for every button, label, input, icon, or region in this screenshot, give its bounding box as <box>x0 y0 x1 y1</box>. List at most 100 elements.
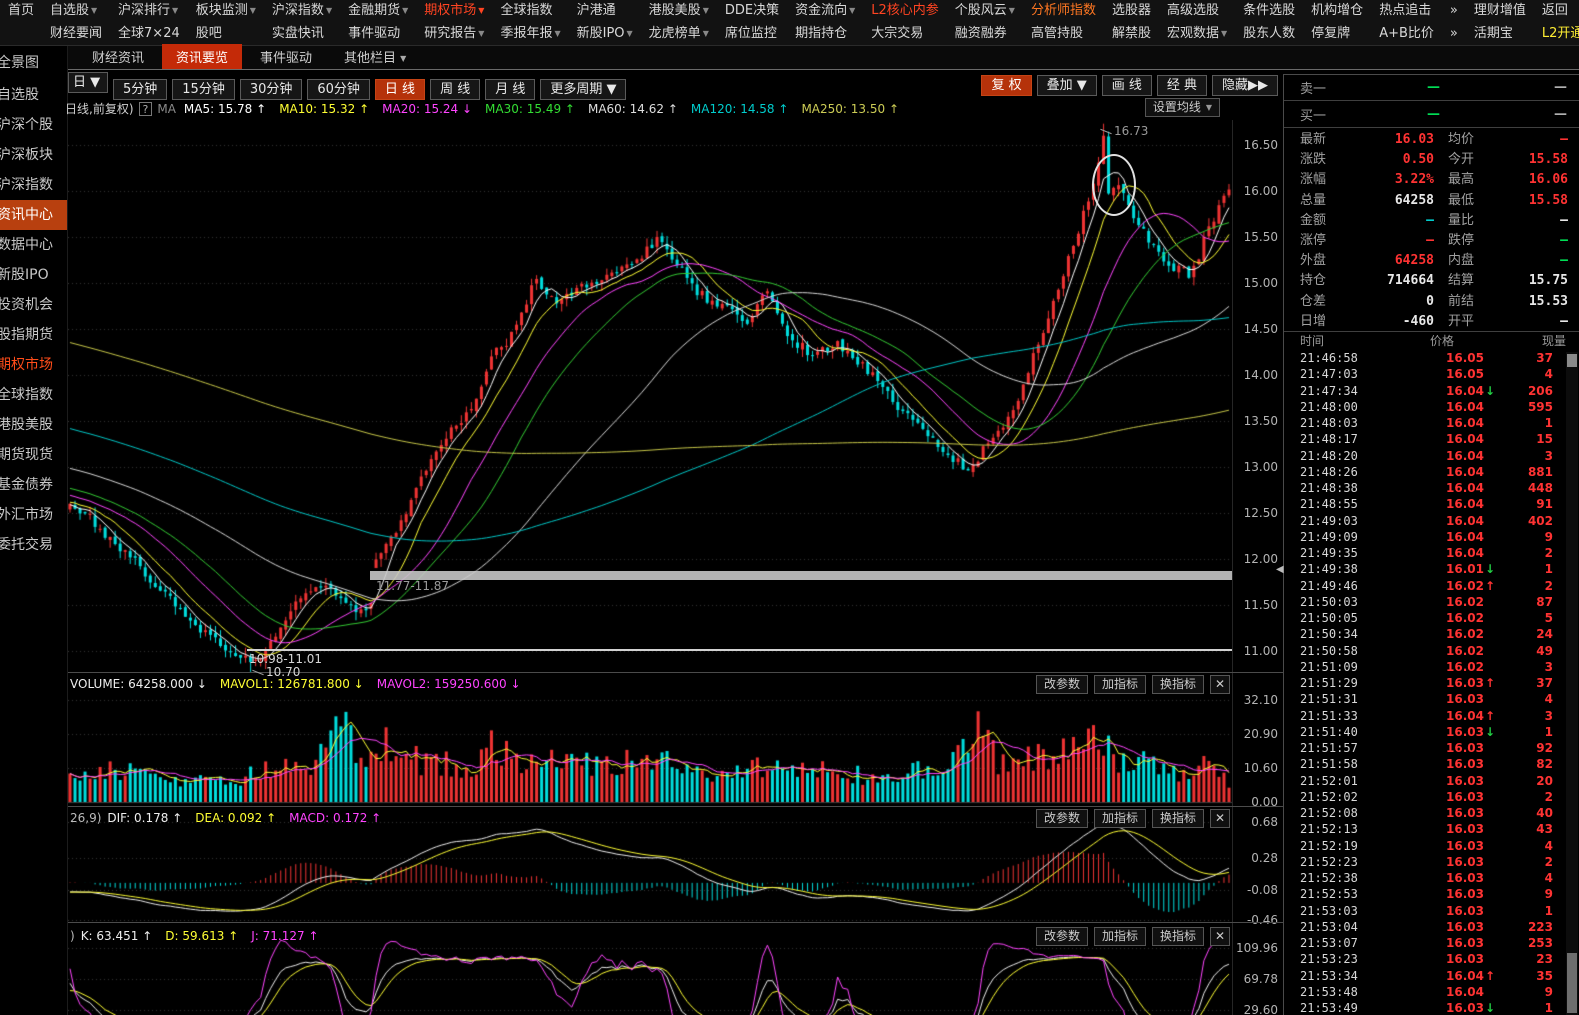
menu-item-1-top[interactable]: 自选股 ▼ <box>50 3 98 19</box>
sidebar-item-13[interactable]: 期货现货 <box>0 447 53 463</box>
menu-item-11-bottom[interactable]: 期指持仓 <box>795 25 848 41</box>
tick-row-39[interactable]: 21:53:48 16.04 9 <box>1284 984 1579 1000</box>
menu-item-20-bottom[interactable]: » <box>1449 25 1458 41</box>
menu-item-19-bottom[interactable]: A+B比价 <box>1379 25 1434 41</box>
chart-tool-button-3[interactable]: 经 典 <box>1156 75 1207 96</box>
sidebar-item-15[interactable]: 外汇市场 <box>0 507 53 523</box>
tick-scrollbar[interactable] <box>1566 352 1578 1015</box>
tick-row-33[interactable]: 21:52:53 16.03 9 <box>1284 886 1579 902</box>
menu-item-13-top[interactable]: 个股风云 ▼ <box>954 3 1015 19</box>
menu-item-16-top[interactable]: 高级选股 <box>1166 3 1219 19</box>
tick-row-10[interactable]: 21:49:03 16.04 402 <box>1284 513 1579 529</box>
tick-row-5[interactable]: 21:48:17 16.04 15 <box>1284 431 1579 447</box>
kline-chart-canvas[interactable] <box>68 120 1232 1015</box>
tick-row-8[interactable]: 21:48:38 16.04 448 <box>1284 480 1579 496</box>
menu-item-21-top[interactable]: 理财增值 <box>1473 3 1526 19</box>
menu-item-3-bottom[interactable]: 股吧 <box>195 25 222 41</box>
tick-row-12[interactable]: 21:49:35 16.04 2 <box>1284 545 1579 561</box>
tick-row-30[interactable]: 21:52:19 16.03 4 <box>1284 838 1579 854</box>
chart-tool-button-4[interactable]: 隐藏▶▶ <box>1212 75 1278 96</box>
menu-item-2-top[interactable]: 沪深排行 ▼ <box>118 3 179 19</box>
menu-item-0-top[interactable]: 首页 <box>8 3 35 19</box>
menu-item-6-bottom[interactable]: 研究报告 ▼ <box>424 25 485 41</box>
period-button-6[interactable]: 周 线 <box>430 78 481 100</box>
menu-item-5-bottom[interactable]: 事件驱动 <box>348 25 401 41</box>
menu-item-1-bottom[interactable]: 财经要闻 <box>50 25 103 41</box>
tick-row-6[interactable]: 21:48:20 16.04 3 <box>1284 448 1579 464</box>
menu-item-4-bottom[interactable]: 实盘快讯 <box>271 25 324 41</box>
sidebar-item-4[interactable]: 沪深指数 <box>0 177 53 193</box>
sidebar-item-3[interactable]: 沪深板块 <box>0 147 53 163</box>
menu-item-13-bottom[interactable]: 融资融券 <box>954 25 1007 41</box>
period-button-1[interactable]: 5分钟 <box>113 78 168 100</box>
menu-item-22-top[interactable]: 返回 <box>1541 3 1568 19</box>
tick-row-40[interactable]: 21:53:49 16.03 ↓ 1 <box>1284 1000 1579 1015</box>
period-button-8[interactable]: 更多周期 ▼ <box>540 78 627 100</box>
tick-row-3[interactable]: 21:48:00 16.04 595 <box>1284 399 1579 415</box>
menu-item-12-top[interactable]: L2核心内参 <box>871 3 939 19</box>
menu-item-12-bottom[interactable]: 大宗交易 <box>871 25 924 41</box>
tick-row-28[interactable]: 21:52:08 16.03 40 <box>1284 805 1579 821</box>
tick-row-36[interactable]: 21:53:07 16.03 253 <box>1284 935 1579 951</box>
menu-item-9-bottom[interactable]: 龙虎榜单 ▼ <box>648 25 709 41</box>
vol-head-button-2[interactable]: 换指标 <box>1151 674 1204 694</box>
sidebar-item-7[interactable]: 新股IPO <box>0 267 49 283</box>
menu-item-14-top[interactable]: 分析师指数 <box>1030 3 1096 19</box>
menu-item-11-top[interactable]: 资金流向 ▼ <box>795 3 856 19</box>
menu-item-18-top[interactable]: 机构增仓 <box>1311 3 1364 19</box>
kdj-head-button-0[interactable]: 改参数 <box>1035 926 1088 946</box>
sidebar-item-0[interactable]: 全景图 <box>0 55 39 71</box>
period-button-4[interactable]: 60分钟 <box>307 78 370 100</box>
menu-item-2-bottom[interactable]: 全球7×24 <box>118 25 180 41</box>
menu-item-15-bottom[interactable]: 解禁股 <box>1111 25 1151 41</box>
kdj-head-button-1[interactable]: 加指标 <box>1093 926 1146 946</box>
tick-row-11[interactable]: 21:49:09 16.04 9 <box>1284 529 1579 545</box>
sidebar-item-10[interactable]: 期权市场 <box>0 357 53 373</box>
menu-item-4-top[interactable]: 沪深指数 ▼ <box>271 3 333 19</box>
tab-3[interactable]: 其他栏目 ▼ <box>344 51 407 66</box>
chart-tool-button-0[interactable]: 复 权 <box>981 75 1032 96</box>
macd-head-close-button[interactable]: ✕ <box>1210 808 1230 828</box>
tick-row-13[interactable]: 21:49:38 16.01 ↓ 1 <box>1284 561 1579 577</box>
sidebar-item-8[interactable]: 投资机会 <box>0 297 53 313</box>
period-button-3[interactable]: 30分钟 <box>239 78 303 100</box>
menu-item-14-bottom[interactable]: 高管持股 <box>1030 25 1083 41</box>
tick-row-38[interactable]: 21:53:34 16.04 ↑ 35 <box>1284 968 1579 984</box>
tick-row-17[interactable]: 21:50:34 16.02 24 <box>1284 626 1579 642</box>
menu-item-8-top[interactable]: 沪港通 <box>576 3 616 19</box>
menu-item-10-top[interactable]: DDE决策 <box>724 3 780 19</box>
chart-tool-button-1[interactable]: 叠加 ▼ <box>1036 75 1097 96</box>
tick-row-29[interactable]: 21:52:13 16.03 43 <box>1284 821 1579 837</box>
menu-item-6-top[interactable]: 期权市场 ▼ <box>424 3 485 19</box>
tick-row-16[interactable]: 21:50:05 16.02 5 <box>1284 610 1579 626</box>
menu-item-7-top[interactable]: 全球指数 <box>500 3 553 19</box>
tick-row-14[interactable]: 21:49:46 16.02 ↑ 2 <box>1284 578 1579 594</box>
menu-item-7-bottom[interactable]: 季报年报 ▼ <box>500 25 561 41</box>
tick-row-25[interactable]: 21:51:58 16.03 82 <box>1284 756 1579 772</box>
tick-row-2[interactable]: 21:47:34 16.04 ↓ 206 <box>1284 383 1579 399</box>
menu-item-21-bottom[interactable]: 活期宝 <box>1473 25 1513 41</box>
tick-row-27[interactable]: 21:52:02 16.03 2 <box>1284 789 1579 805</box>
menu-item-20-top[interactable]: » <box>1449 3 1458 19</box>
menu-item-10-bottom[interactable]: 席位监控 <box>724 25 777 41</box>
period-button-0[interactable]: 日 ▼ <box>68 71 108 93</box>
tick-row-0[interactable]: 21:46:58 16.05 37 <box>1284 350 1579 366</box>
vol-head-button-1[interactable]: 加指标 <box>1093 674 1146 694</box>
tick-row-18[interactable]: 21:50:58 16.02 49 <box>1284 643 1579 659</box>
tick-row-22[interactable]: 21:51:33 16.04 ↑ 3 <box>1284 708 1579 724</box>
tick-row-31[interactable]: 21:52:23 16.03 2 <box>1284 854 1579 870</box>
tick-row-24[interactable]: 21:51:57 16.03 92 <box>1284 740 1579 756</box>
sidebar-item-1[interactable]: 自选股 <box>0 87 39 103</box>
tick-row-4[interactable]: 21:48:03 16.04 1 <box>1284 415 1579 431</box>
ma-settings-button[interactable]: 设置均线 ▼ <box>1144 98 1220 117</box>
tick-row-19[interactable]: 21:51:09 16.02 3 <box>1284 659 1579 675</box>
macd-head-button-1[interactable]: 加指标 <box>1093 808 1146 828</box>
tick-row-7[interactable]: 21:48:26 16.04 881 <box>1284 464 1579 480</box>
tab-2[interactable]: 事件驱动 <box>260 51 313 66</box>
menu-item-16-bottom[interactable]: 宏观数据 ▼ <box>1166 25 1228 41</box>
menu-item-18-bottom[interactable]: 停复牌 <box>1311 25 1351 41</box>
tick-row-15[interactable]: 21:50:03 16.02 87 <box>1284 594 1579 610</box>
menu-item-17-top[interactable]: 条件选股 <box>1243 3 1296 19</box>
macd-head-button-2[interactable]: 换指标 <box>1151 808 1204 828</box>
sidebar-item-16[interactable]: 委托交易 <box>0 537 53 553</box>
